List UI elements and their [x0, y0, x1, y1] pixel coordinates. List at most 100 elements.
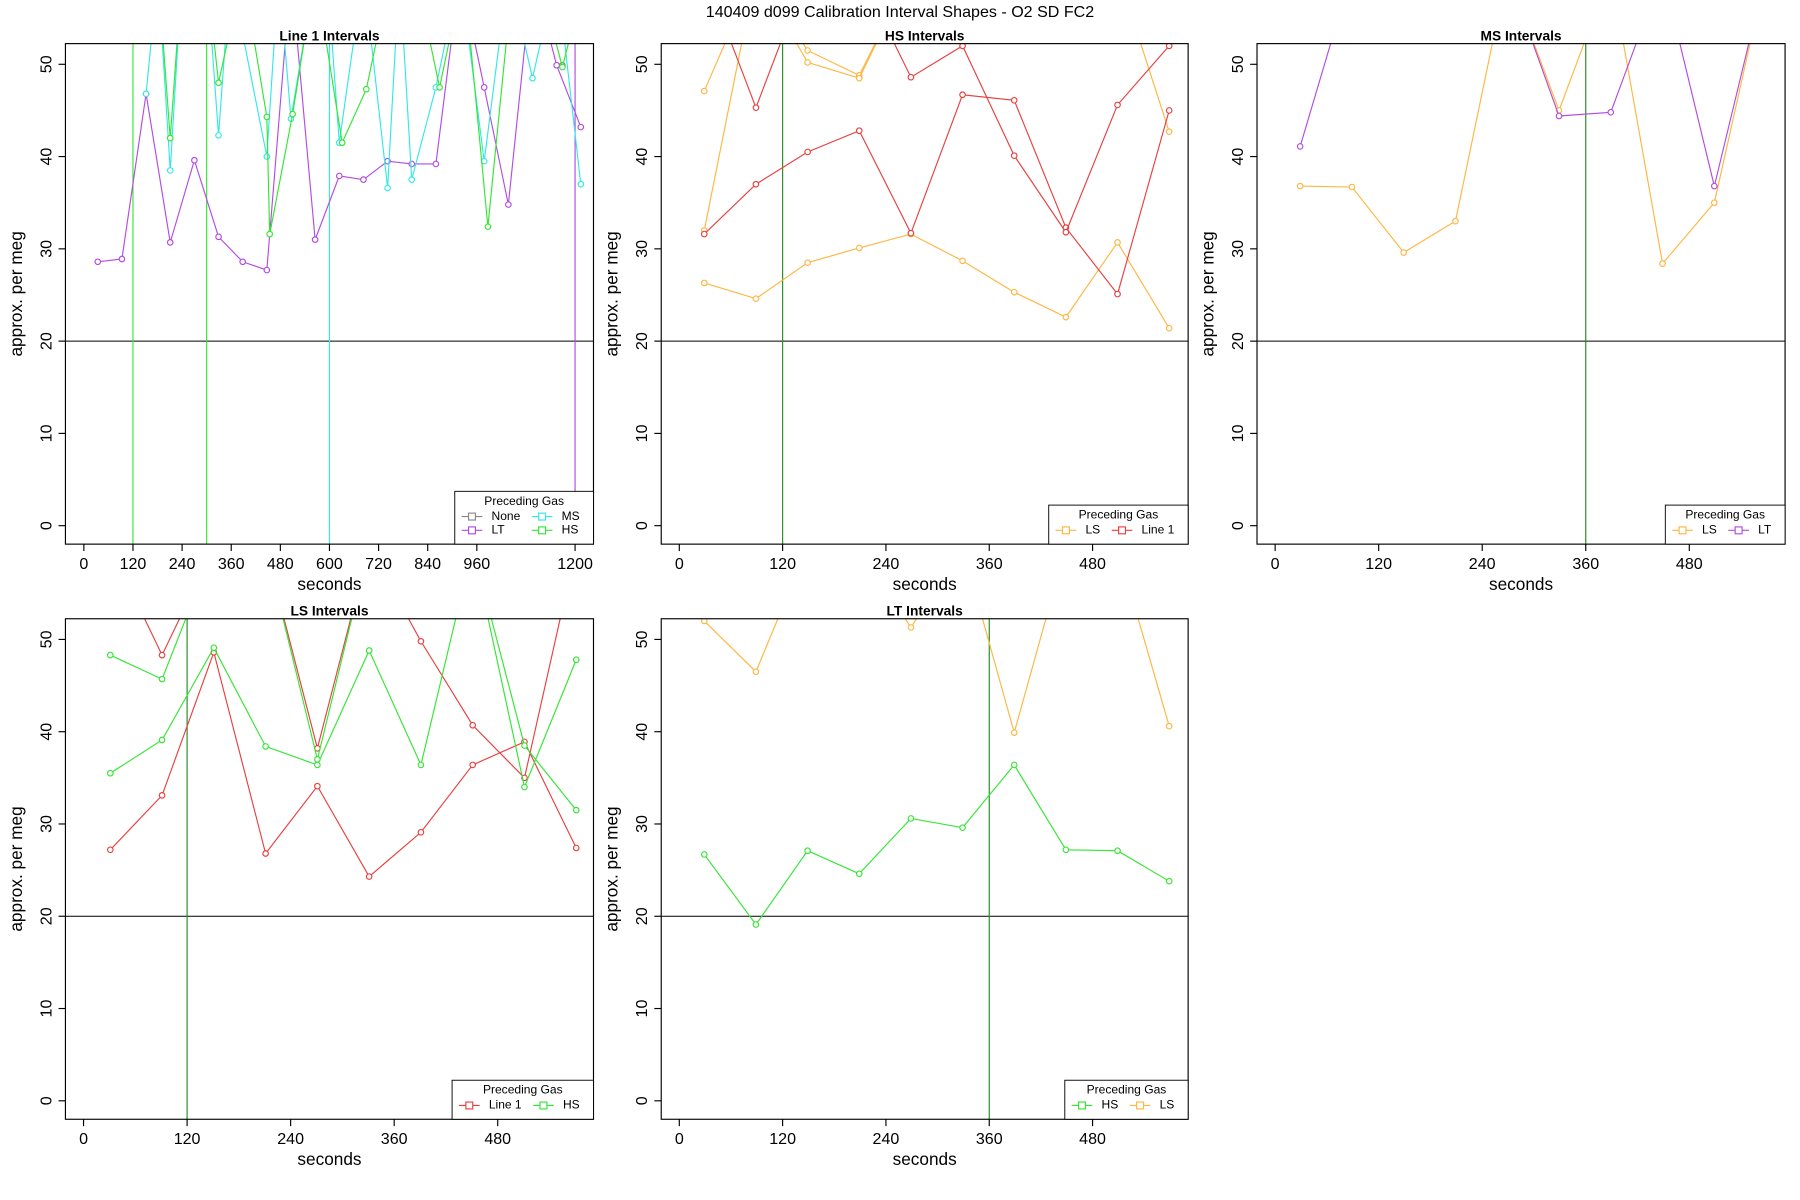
data-point	[572, 806, 580, 814]
data-point	[1063, 544, 1069, 550]
series-line	[162, 43, 569, 235]
x-tick-label: 240	[169, 555, 196, 573]
data-point	[1010, 288, 1018, 296]
series-line	[730, 43, 1170, 234]
x-tick-label: 480	[1676, 555, 1703, 573]
x-tick-label: 0	[79, 1130, 88, 1148]
data-point	[366, 544, 372, 550]
data-point	[700, 87, 708, 95]
data-point	[1010, 761, 1018, 769]
data-point	[263, 113, 271, 121]
data-point	[1114, 290, 1121, 298]
data-point	[752, 668, 760, 676]
x-tick-label: 0	[1271, 555, 1280, 573]
y-tick-label: 0	[633, 521, 651, 530]
y-tick-label: 40	[633, 723, 651, 741]
data-point	[215, 233, 222, 241]
legend-label: LT	[1758, 523, 1772, 537]
data-point	[314, 756, 321, 763]
y-tick-label: 10	[633, 1000, 651, 1018]
legend-swatch	[538, 512, 547, 521]
y-tick-label: 50	[37, 55, 55, 73]
data-point	[263, 544, 269, 550]
data-point	[804, 148, 811, 156]
data-point	[432, 160, 440, 168]
data-point	[166, 239, 174, 246]
data-point	[1400, 249, 1408, 256]
x-tick-label: 360	[218, 555, 245, 573]
x-tick-label: 120	[1365, 555, 1392, 573]
data-point	[577, 180, 585, 188]
y-tick-label: 10	[37, 1000, 55, 1018]
data-point	[1452, 217, 1459, 225]
data-point	[166, 167, 174, 174]
panel-title: MS Intervals	[1480, 28, 1561, 43]
plot-frame	[64, 618, 595, 1120]
panel: HS Intervals seconds approx. per meg 0 120 24…	[602, 28, 1189, 594]
data-point	[365, 873, 373, 880]
data-point	[855, 244, 863, 252]
y-tick-label: 0	[1229, 521, 1247, 530]
data-point	[572, 844, 580, 852]
legend-box	[1664, 504, 1786, 545]
data-point	[1165, 324, 1173, 332]
legend-swatch	[465, 1101, 474, 1110]
series-line	[1300, 43, 1751, 265]
y-tick-label: 50	[1229, 55, 1247, 73]
data-point	[366, 544, 372, 550]
y-tick-label: 10	[37, 424, 55, 442]
legend-box	[1064, 1079, 1189, 1120]
series-line	[143, 618, 561, 779]
data-point	[239, 258, 247, 266]
data-point	[211, 544, 217, 550]
data-point	[360, 176, 367, 183]
y-tick-label: 30	[1229, 240, 1247, 258]
x-tick-label: 240	[277, 1130, 304, 1148]
data-point	[484, 223, 492, 231]
data-point	[907, 815, 915, 822]
y-tick-label: 40	[37, 723, 55, 741]
data-point	[191, 156, 198, 164]
legend-label: MS	[562, 509, 580, 523]
x-tick-label: 840	[414, 555, 441, 573]
y-tick-label: 50	[633, 630, 651, 648]
x-tick-label: 1200	[557, 555, 593, 573]
data-point	[94, 258, 102, 266]
x-tick-label: 0	[675, 555, 684, 573]
data-point	[314, 761, 321, 769]
data-point	[521, 742, 528, 749]
series-line	[109, 650, 577, 878]
y-tick-label: 20	[633, 907, 651, 925]
data-point	[480, 84, 488, 91]
legend-label: LT	[492, 523, 506, 537]
x-axis-label: seconds	[1489, 574, 1553, 594]
panel: MS Intervals seconds approx. per meg 0 120 24…	[1197, 28, 1786, 594]
series-line	[703, 94, 1170, 296]
x-axis-label: seconds	[297, 574, 361, 594]
data-point	[1062, 313, 1070, 321]
data-point	[1165, 43, 1173, 50]
data-point	[417, 637, 425, 645]
data-point	[418, 544, 424, 550]
data-point	[470, 544, 476, 550]
legend-label: HS	[1102, 1098, 1119, 1112]
data-point	[470, 544, 476, 550]
data-point	[263, 544, 269, 550]
legend-box	[454, 490, 594, 545]
data-point	[572, 656, 580, 664]
plot-frame	[64, 43, 595, 545]
series-line	[109, 618, 577, 790]
legend-title: Preceding Gas	[484, 494, 564, 508]
data-point	[158, 651, 166, 659]
y-tick-label: 30	[633, 815, 651, 833]
x-tick-label: 120	[769, 555, 796, 573]
x-tick-label: 480	[484, 1130, 511, 1148]
x-tick-label: 360	[976, 1130, 1003, 1148]
data-point	[856, 544, 862, 550]
data-point	[1710, 182, 1718, 190]
legend-label: Line 1	[1142, 523, 1175, 537]
legend-label: HS	[562, 523, 579, 537]
data-point	[959, 43, 966, 50]
data-point	[1062, 846, 1070, 854]
